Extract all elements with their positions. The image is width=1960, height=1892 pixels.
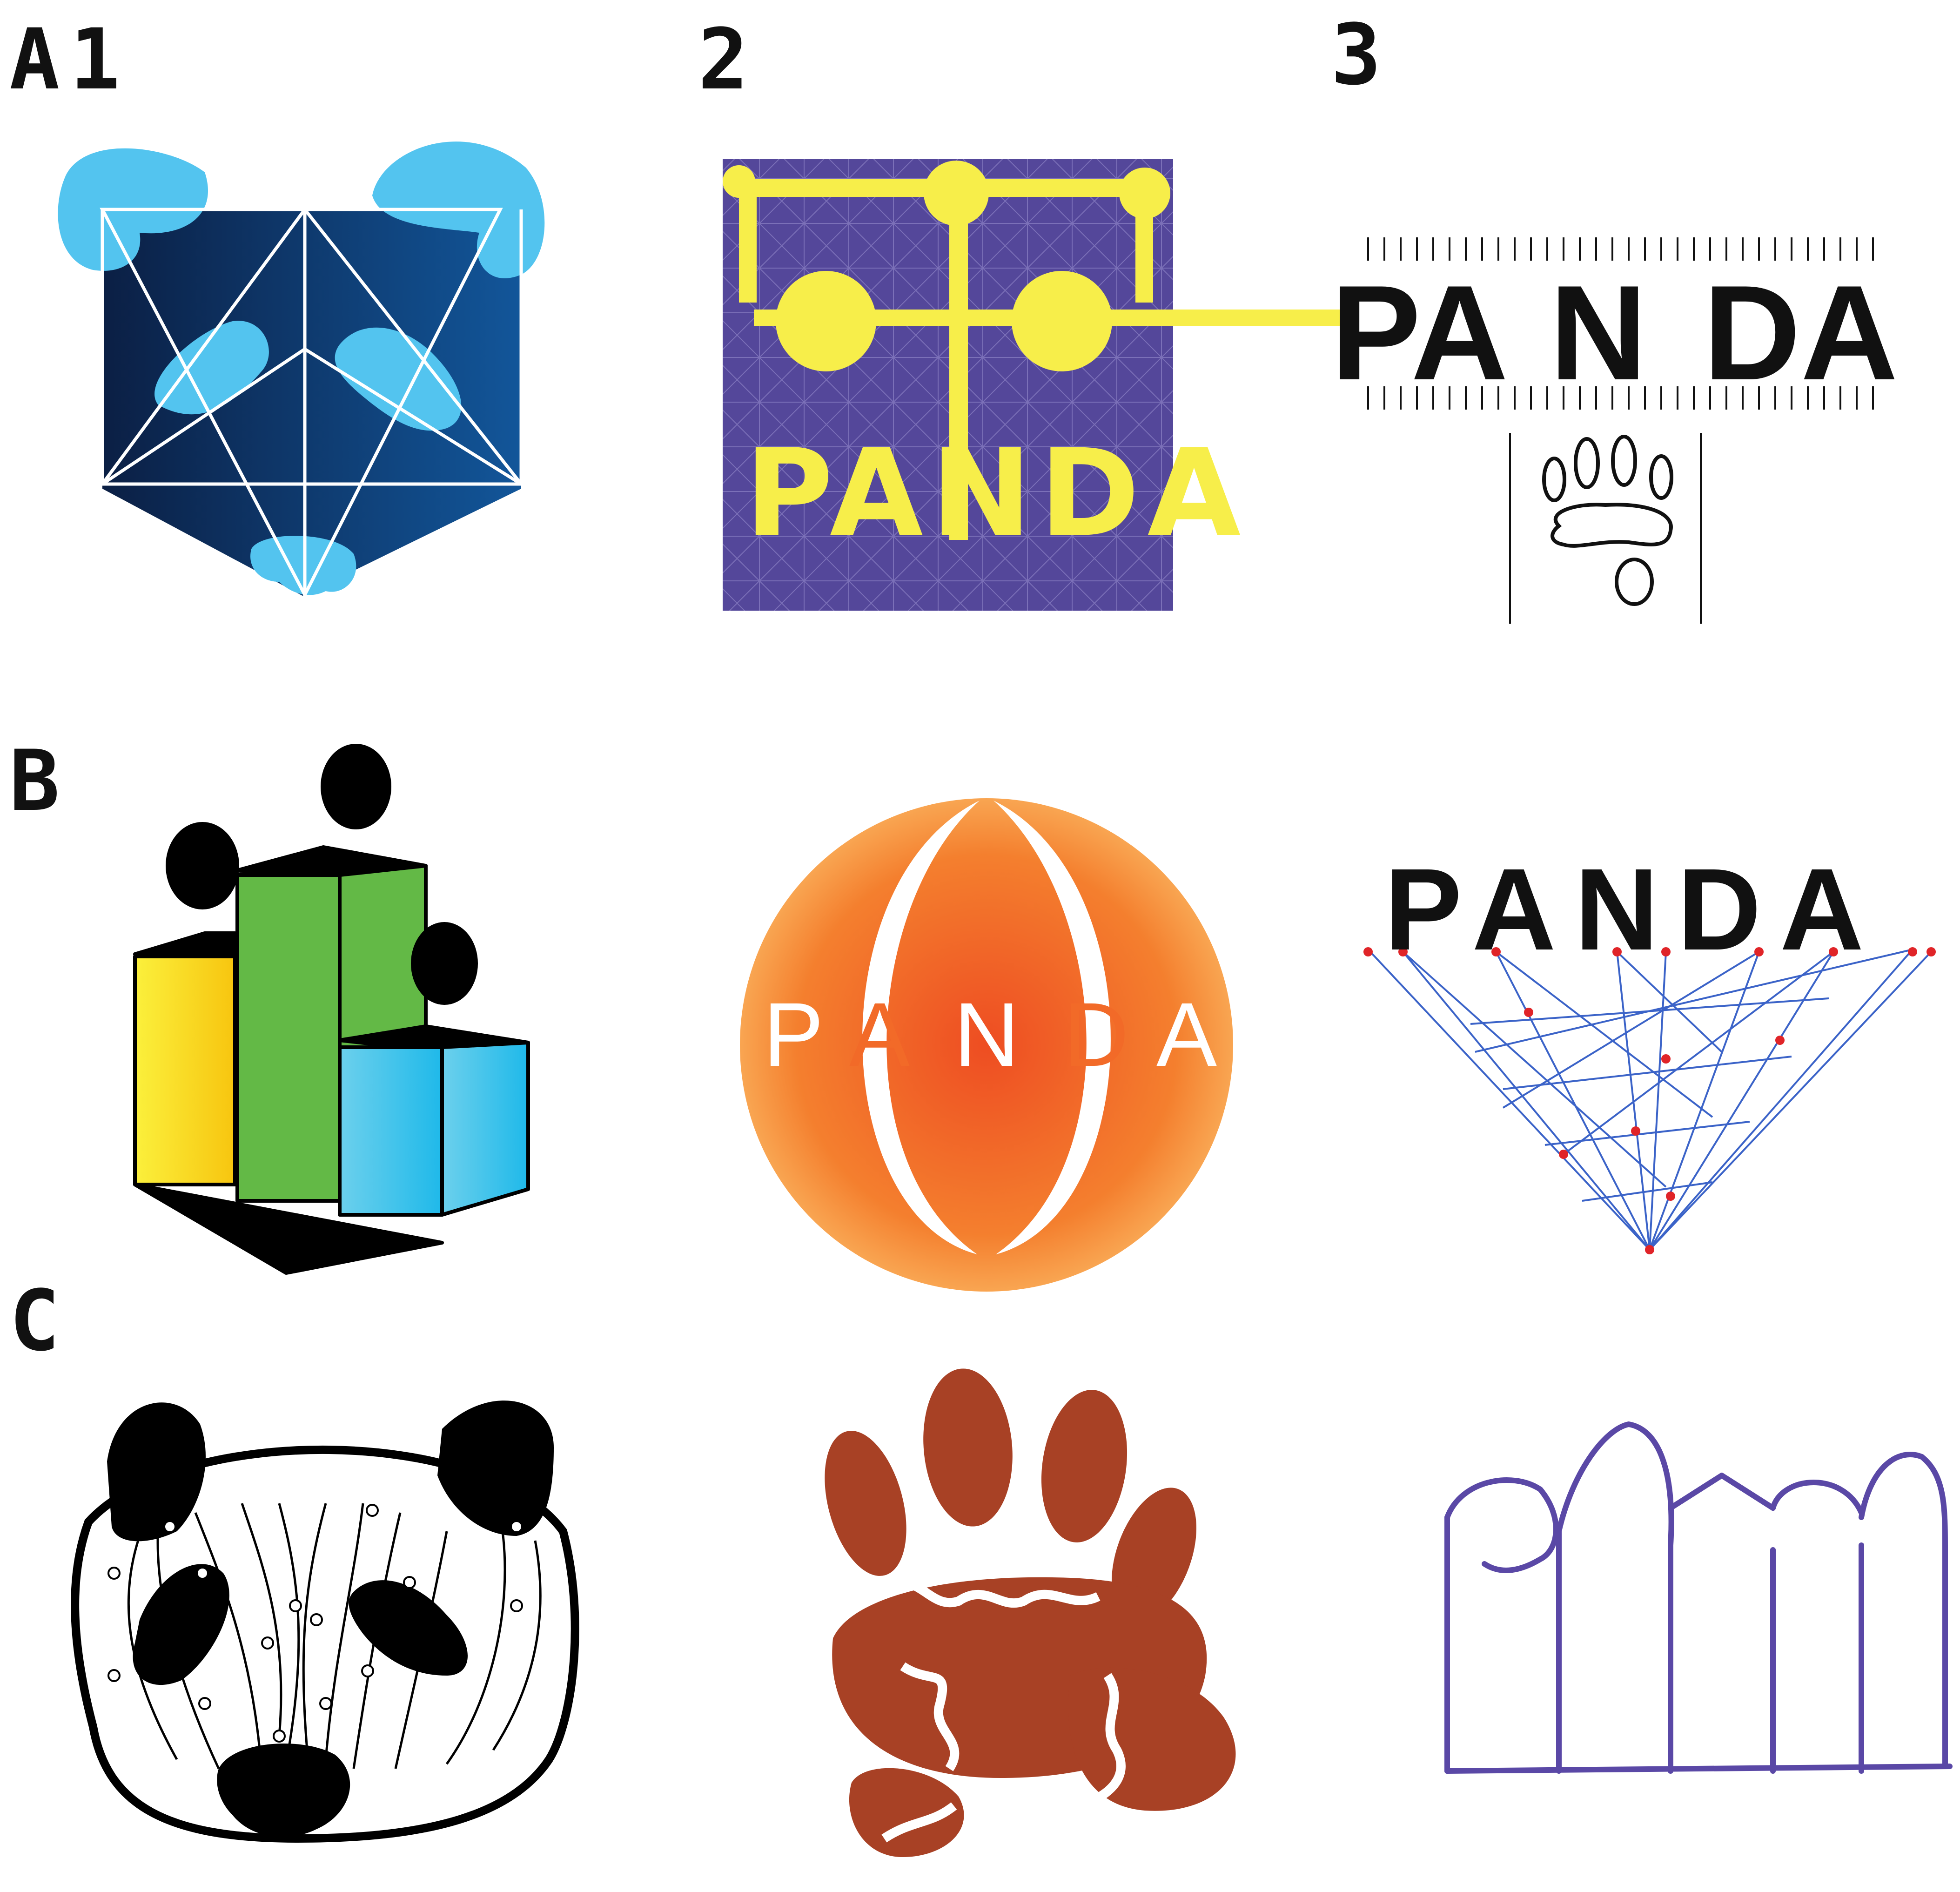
logo-b3-network-panda: PANDA — [1363, 844, 1936, 1254]
col-label-3: 3 — [1331, 7, 1381, 104]
b2-letter-a2: A — [1156, 984, 1217, 1085]
b3-panda-word: PANDA — [1384, 844, 1882, 974]
c1-right-eye — [349, 1580, 468, 1676]
b1-green-bar-front — [235, 873, 342, 1203]
row-label-b: B — [9, 733, 60, 830]
b2-letter-n: N — [954, 984, 1020, 1085]
a1-right-eye — [335, 327, 462, 431]
col-label-2: 2 — [698, 11, 748, 108]
a3-letters-da: DA — [1703, 257, 1898, 408]
b1-blue-bar-front — [338, 1045, 444, 1217]
logo-a3-panda-paw: PA N DA — [1331, 237, 1898, 624]
b1-left-ear — [166, 822, 239, 909]
b2-letter-a1: A — [849, 984, 910, 1085]
logo-c2-puzzle-paw — [825, 1368, 1236, 1857]
a3-letters-n: N — [1550, 257, 1647, 408]
b1-right-ear — [411, 922, 478, 1005]
col-label-1: 1 — [70, 11, 120, 108]
logo-a1-geometric-panda — [58, 141, 545, 599]
a3-paw-icon — [1542, 435, 1673, 606]
row-label-a: A — [9, 11, 60, 108]
logo-b2-sphere-panda: P A N D A — [740, 798, 1233, 1292]
logo-a2-stencil-panda: PANDA — [723, 159, 1596, 611]
logo-c1-lineart-panda — [71, 1400, 579, 1843]
logo-b1-bars-panda — [133, 744, 530, 1275]
c1-left-eye — [133, 1564, 229, 1685]
b2-letter-p: P — [763, 984, 824, 1085]
c1-right-ear — [437, 1400, 554, 1536]
logo-c3-line-panda — [1444, 1421, 1953, 1774]
a2-panda-word: PANDA — [745, 424, 1248, 564]
b2-letter-d: D — [1063, 984, 1129, 1085]
c1-nose — [217, 1744, 350, 1837]
c1-left-ear — [107, 1402, 206, 1542]
a3-letters-pa: PA — [1331, 257, 1508, 408]
b1-top-ear — [321, 744, 391, 829]
b1-yellow-bar — [133, 955, 237, 1186]
row-label-c: C — [9, 1273, 60, 1370]
